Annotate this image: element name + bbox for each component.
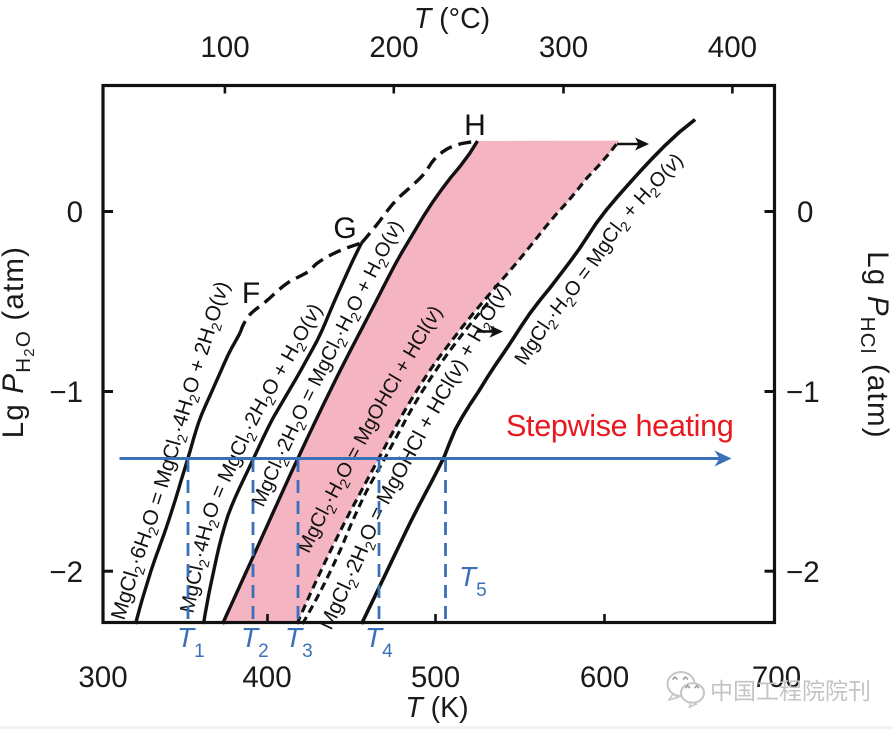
svg-text:−2: −2 (49, 556, 83, 589)
svg-text:0: 0 (797, 196, 813, 229)
svg-text:700: 700 (752, 661, 801, 694)
svg-text:中国工程院院刊: 中国工程院院刊 (710, 678, 871, 704)
svg-text:300: 300 (78, 661, 127, 694)
svg-text:F: F (242, 277, 260, 310)
svg-text:200: 200 (369, 31, 418, 64)
svg-text:600: 600 (580, 661, 629, 694)
svg-text:T (°C): T (°C) (414, 3, 490, 35)
svg-text:400: 400 (708, 31, 757, 64)
svg-text:G: G (333, 212, 356, 245)
svg-text:Stepwise heating: Stepwise heating (506, 409, 733, 443)
svg-text:H: H (464, 109, 486, 142)
svg-text:300: 300 (539, 31, 588, 64)
svg-text:−1: −1 (786, 376, 820, 409)
svg-text:100: 100 (200, 31, 249, 64)
svg-text:0: 0 (67, 196, 83, 229)
svg-text:500: 500 (411, 661, 460, 694)
svg-text:−2: −2 (786, 556, 820, 589)
svg-text:−1: −1 (49, 376, 83, 409)
svg-text:T (K): T (K) (405, 692, 468, 724)
svg-text:400: 400 (242, 661, 291, 694)
